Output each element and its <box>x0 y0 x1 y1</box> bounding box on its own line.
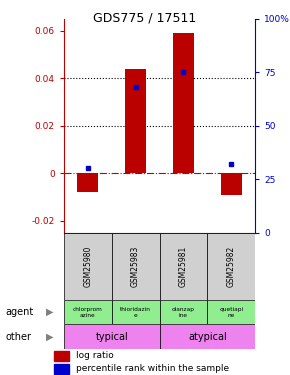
Text: chlorprom
azine: chlorprom azine <box>73 307 103 318</box>
FancyBboxPatch shape <box>64 300 112 324</box>
FancyBboxPatch shape <box>112 300 160 324</box>
Text: olanzap
ine: olanzap ine <box>172 307 195 318</box>
Bar <box>54 351 69 361</box>
Text: agent: agent <box>6 307 34 317</box>
Text: GDS775 / 17511: GDS775 / 17511 <box>93 11 197 24</box>
FancyBboxPatch shape <box>207 232 255 300</box>
FancyBboxPatch shape <box>160 300 207 324</box>
Text: typical: typical <box>95 332 128 342</box>
Text: thioridazin
e: thioridazin e <box>120 307 151 318</box>
Text: GSM25982: GSM25982 <box>227 246 236 287</box>
Text: percentile rank within the sample: percentile rank within the sample <box>76 364 229 373</box>
FancyBboxPatch shape <box>64 324 160 349</box>
FancyBboxPatch shape <box>207 300 255 324</box>
Text: ▶: ▶ <box>46 307 53 317</box>
Text: GSM25983: GSM25983 <box>131 246 140 287</box>
FancyBboxPatch shape <box>160 324 255 349</box>
FancyBboxPatch shape <box>64 232 112 300</box>
Text: quetiapi
ne: quetiapi ne <box>219 307 243 318</box>
Bar <box>220 173 242 195</box>
Text: other: other <box>6 332 32 342</box>
Text: atypical: atypical <box>188 332 227 342</box>
Text: GSM25981: GSM25981 <box>179 246 188 287</box>
Bar <box>173 33 194 173</box>
Text: log ratio: log ratio <box>76 351 113 360</box>
Bar <box>77 173 99 192</box>
FancyBboxPatch shape <box>160 232 207 300</box>
Bar <box>54 364 69 374</box>
Text: GSM25980: GSM25980 <box>83 246 92 287</box>
Bar <box>125 69 146 173</box>
Text: ▶: ▶ <box>46 332 53 342</box>
FancyBboxPatch shape <box>112 232 160 300</box>
